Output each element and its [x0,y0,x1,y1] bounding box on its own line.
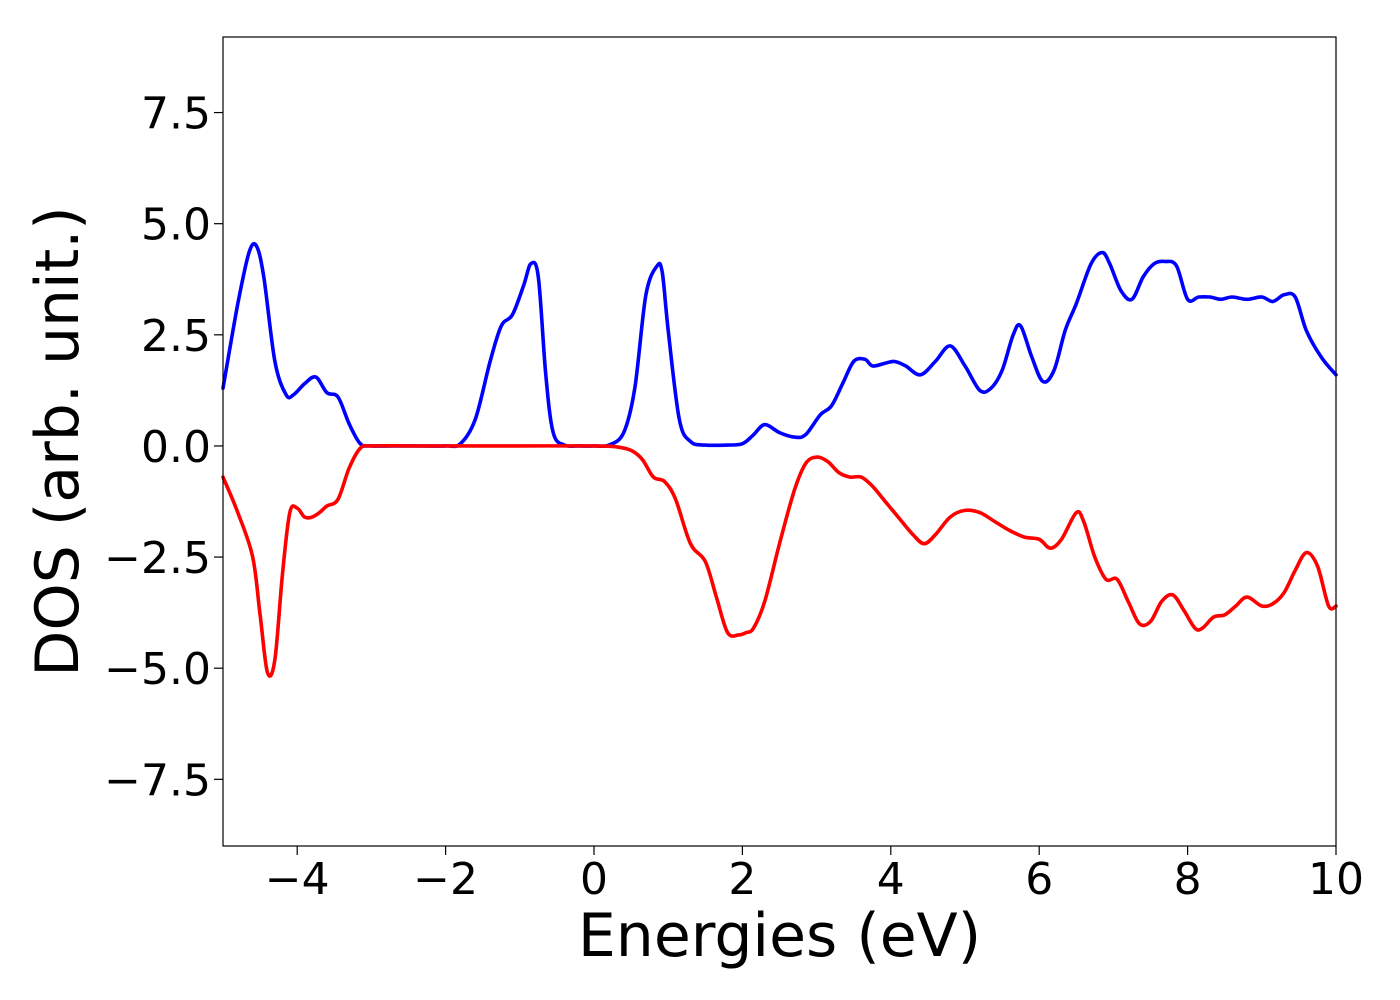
x-tick-label: 2 [728,854,756,905]
x-tick-label: −4 [265,854,330,905]
series-layer [221,241,1338,678]
y-tick-label: −5.0 [104,644,211,695]
x-tick-label: −2 [413,854,478,905]
x-tick-label: 4 [877,854,905,905]
y-tick-label: −7.5 [104,755,211,806]
y-tick-label: 2.5 [141,311,211,362]
y-tick-label: 7.5 [141,89,211,140]
y-tick-label: 0.0 [141,422,211,473]
y-axis: 7.5 5.0 2.5 0.0 −2.5 −5.0 −7.5 [104,89,223,806]
x-tick-label: 10 [1308,854,1364,905]
y-tick-label: 5.0 [141,200,211,251]
y-tick-label: −2.5 [104,533,211,584]
x-tick-label: 6 [1025,854,1053,905]
plot-frame [222,36,1337,847]
y-axis-label: DOS (arb. unit.) [23,206,93,676]
series-line-2 [221,443,1338,678]
x-tick-label: 8 [1174,854,1202,905]
x-tick-label: 0 [580,854,608,905]
x-axis-label: Energies (eV) [578,901,981,971]
x-axis: −4 −2 0 2 4 6 8 10 [265,846,1364,905]
